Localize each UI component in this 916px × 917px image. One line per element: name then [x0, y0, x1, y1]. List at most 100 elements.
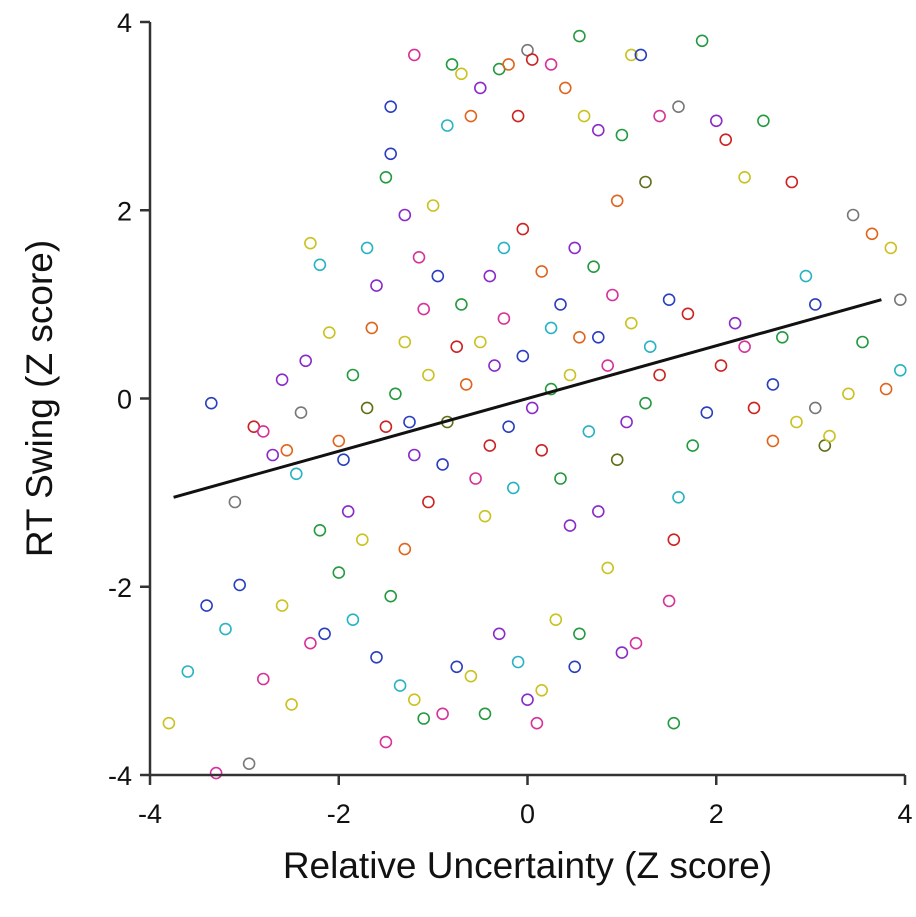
scatter-point	[370, 279, 383, 292]
scatter-point	[747, 401, 761, 415]
scatter-point	[200, 599, 213, 612]
scatter-point	[322, 326, 336, 339]
scatter-point	[558, 81, 572, 95]
scatter-point	[492, 627, 506, 641]
points-layer	[162, 29, 907, 780]
scatter-point	[440, 119, 454, 132]
scatter-point	[686, 439, 700, 452]
scatter-point	[275, 373, 289, 387]
scatter-point	[700, 406, 714, 419]
scatter-point	[445, 58, 459, 71]
scatter-point	[341, 505, 355, 518]
scatter-point	[865, 227, 879, 241]
scatter-point	[563, 519, 577, 532]
scatter-point	[455, 298, 468, 311]
scatter-point	[775, 330, 789, 344]
scatter-point	[304, 636, 317, 650]
scatter-point	[242, 757, 256, 771]
scatter-point	[275, 599, 289, 612]
scatter-point	[785, 175, 799, 189]
scatter-point	[422, 495, 435, 509]
scatter-point	[525, 401, 539, 415]
scatter-point	[228, 495, 242, 509]
scatter-point	[407, 448, 421, 462]
regression-line	[173, 298, 882, 499]
y-tick-label: -2	[108, 573, 132, 603]
scatter-point	[256, 425, 270, 438]
scatter-point	[346, 613, 360, 627]
scatter-point	[417, 712, 431, 725]
scatter-point	[516, 349, 530, 363]
scatter-point	[738, 171, 751, 184]
scatter-point	[846, 208, 860, 222]
scatter-point	[502, 420, 515, 434]
scatter-point	[587, 260, 600, 274]
scatter-point	[384, 100, 398, 113]
scatter-point	[738, 340, 751, 354]
scatter-point	[573, 330, 586, 344]
scatter-point	[893, 363, 907, 377]
scatter-point	[181, 665, 195, 678]
scatter-point	[634, 48, 648, 62]
scatter-point	[577, 109, 591, 123]
scatter-point	[662, 594, 676, 608]
scatter-point	[610, 453, 624, 467]
scatter-point	[502, 58, 515, 71]
scatter-point	[478, 509, 492, 523]
scatter-point	[233, 578, 246, 592]
scatter-point	[620, 415, 633, 429]
scatter-point	[332, 434, 346, 448]
scatter-point	[582, 425, 596, 438]
scatter-point	[332, 566, 346, 579]
scatter-point	[530, 716, 544, 730]
scatter-point	[856, 335, 869, 349]
scatter-point	[506, 481, 520, 495]
scatter-point	[879, 382, 893, 396]
scatter-point	[488, 359, 501, 372]
scatter-point	[709, 114, 723, 128]
scatter-point	[389, 387, 402, 401]
ticks-layer: -4 -2 0 2 4 -4 -2 0 2 4	[108, 8, 913, 829]
scatter-point	[360, 241, 374, 255]
x-axis-title: Relative Uncertainty (Z score)	[283, 845, 772, 886]
scatter-point	[653, 368, 666, 382]
scatter-point	[205, 396, 218, 410]
x-tick-label: -2	[327, 799, 351, 829]
scatter-point	[346, 368, 360, 382]
scatter-point	[398, 542, 412, 556]
scatter-point	[624, 316, 638, 330]
scatter-point	[304, 236, 317, 250]
scatter-point	[289, 467, 303, 481]
scatter-point	[450, 340, 464, 354]
scatter-point	[407, 48, 421, 62]
scatter-point	[695, 34, 709, 48]
scatter-point	[365, 321, 379, 335]
scatter-point	[884, 241, 898, 255]
scatter-point	[412, 250, 426, 264]
scatter-point	[808, 298, 822, 311]
scatter-point	[256, 672, 270, 686]
scatter-point	[497, 241, 511, 255]
scatter-point	[893, 293, 907, 307]
x-tick-label: -4	[138, 799, 162, 829]
scatter-point	[417, 302, 431, 316]
scatter-point	[573, 29, 586, 43]
scatter-point	[422, 368, 435, 382]
scatter-point	[511, 655, 525, 669]
scatter-point	[455, 67, 468, 81]
scatter-point	[355, 533, 369, 547]
scatter-point	[464, 669, 478, 683]
scatter-point	[639, 175, 652, 189]
scatter-point	[426, 199, 440, 212]
x-tick-label: 2	[709, 799, 724, 829]
scatter-point	[384, 147, 398, 161]
scatter-point	[662, 293, 676, 307]
scatter-point	[672, 490, 685, 504]
scatter-point	[459, 378, 473, 391]
scatter-point	[497, 312, 511, 325]
scatter-point	[799, 269, 813, 283]
scatter-point	[667, 533, 681, 547]
scatter-point	[823, 429, 836, 443]
scatter-point	[521, 693, 534, 707]
scatter-point	[615, 646, 629, 659]
